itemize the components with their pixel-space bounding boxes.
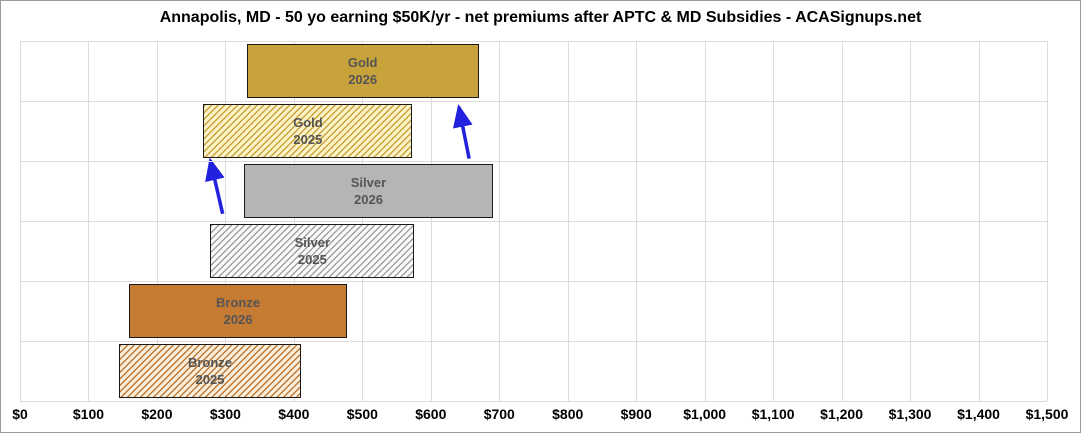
horizontal-gridline — [20, 101, 1047, 102]
x-axis-tick-label: $800 — [552, 406, 584, 422]
bar-label-year: 2026 — [354, 192, 383, 207]
x-axis: $0 $100 $200 $300 $400 $500 $600 $700 $800 $900 $1… — [12, 404, 1068, 430]
plot-area: Gold 2026 Gold 2025 Silver 2026 Silver 2025 Bron… — [20, 41, 1048, 402]
x-axis-tick-label: $100 — [72, 406, 105, 422]
x-axis-tick-label: $1,500 — [1025, 406, 1069, 422]
x-axis-tick-label: $600 — [415, 406, 447, 422]
bar-label-tier: Bronze — [216, 295, 261, 310]
horizontal-gridline — [20, 41, 1047, 42]
x-axis-tick-label: $500 — [346, 406, 378, 422]
up-arrow-silver-2026-to-gold-2026 — [452, 104, 473, 159]
x-axis-tick-label: $1,300 — [888, 406, 932, 422]
x-axis-tick-label: $700 — [483, 406, 515, 422]
vertical-gridline — [1047, 41, 1048, 401]
bar-label-year: 2025 — [195, 372, 225, 387]
bar-bronze-2026: Bronze 2026 — [128, 284, 348, 338]
bar-label-tier: Silver — [294, 235, 331, 250]
horizontal-gridline — [20, 281, 1047, 282]
bar-label-tier: Silver — [350, 175, 387, 190]
x-axis-tick-label: $200 — [141, 406, 173, 422]
bar-silver-2026: Silver 2026 — [243, 164, 494, 218]
horizontal-gridline — [20, 401, 1047, 402]
bar-label-year: 2026 — [348, 72, 378, 87]
bar-label-year: 2025 — [293, 132, 323, 147]
bar-label-year: 2025 — [297, 252, 327, 267]
x-axis-tick-label: $900 — [620, 406, 652, 422]
horizontal-gridline — [20, 161, 1047, 162]
bar-label-year: 2026 — [223, 312, 253, 327]
bar-gold-2026: Gold 2026 — [246, 44, 479, 98]
x-axis-tick-label: $0 — [12, 406, 28, 422]
x-axis-tick-label: $1,200 — [820, 406, 864, 422]
x-axis-tick-label: $1,000 — [683, 406, 727, 422]
chart-title: Annapolis, MD - 50 yo earning $50K/yr - … — [159, 9, 922, 26]
bar-label-tier: Gold — [293, 115, 323, 130]
x-axis-tick-label: $1,400 — [957, 406, 1000, 422]
bar-label-tier: Bronze — [187, 355, 232, 370]
x-axis-tick-label: $300 — [209, 406, 241, 422]
bar-silver-2025: Silver 2025 — [210, 224, 415, 278]
horizontal-gridline — [20, 221, 1047, 222]
bar-label-tier: Gold — [347, 55, 378, 70]
bar-gold-2025: Gold 2025 — [203, 104, 413, 158]
x-axis-tick-label: $1,100 — [751, 406, 795, 422]
bar-bronze-2025: Bronze 2025 — [118, 344, 302, 398]
up-arrow-silver-2025-to-gold-2025 — [205, 157, 225, 215]
horizontal-gridline — [20, 341, 1047, 342]
x-axis-tick-label: $400 — [278, 406, 310, 422]
